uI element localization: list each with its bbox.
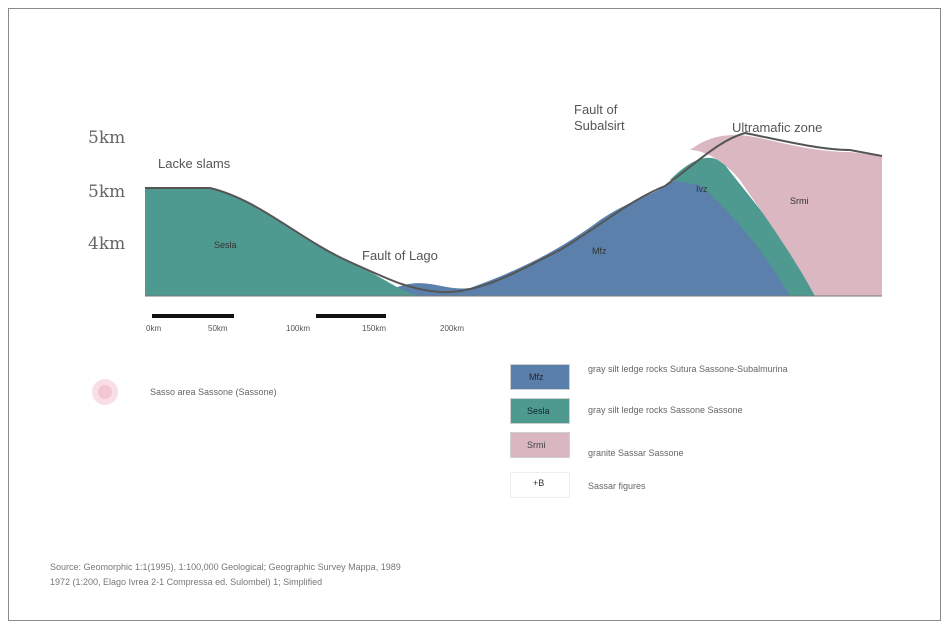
scale-tick-3: 150km (362, 324, 387, 333)
legend-swatch-blue: Mfz (510, 364, 570, 390)
unit-label-right-green: Ivz (696, 184, 708, 194)
caption-line-2: 1972 (1:200, Elago Ivrea 2-1 Compressa e… (50, 577, 323, 587)
scale-tick-0: 0km (146, 324, 162, 333)
elevation-label-1: 5km (88, 128, 126, 148)
green-left-area (145, 188, 420, 296)
scale-bar-left (152, 314, 234, 318)
surface-profile-line (145, 131, 883, 294)
legend-text-symbol: Sassar figures (588, 481, 646, 491)
unit-label-pink: Srmi (790, 196, 809, 206)
scale-tick-4: 200km (440, 324, 465, 333)
blue-unit-area (380, 178, 800, 296)
legend-text-green: gray silt ledge rocks Sassone Sassone (588, 405, 743, 415)
legend-text-blue: gray silt ledge rocks Sutura Sassone-Sub… (588, 364, 788, 374)
pink-unit-area (690, 135, 882, 296)
caption-line-1: Source: Geomorphic 1:1(1995), 1:100,000 … (50, 562, 401, 572)
legend-swatch-blue-label: Mfz (529, 372, 544, 382)
legend-swatch-symbol: +B (510, 472, 570, 498)
site-label-right: Ultramafic zone (732, 120, 823, 135)
site-label-right-top-2: Subalsirt (574, 118, 625, 133)
legend-swatch-green: Sesla (510, 398, 570, 424)
scale-bar-right (316, 314, 386, 318)
legend-text-pink: granite Sassar Sassone (588, 448, 684, 458)
legend-swatch-green-label: Sesla (527, 406, 550, 416)
site-label-right-top-1: Fault of (574, 102, 618, 117)
green-right-area (670, 157, 815, 296)
legend-swatch-pink-label: Srmi (527, 440, 546, 450)
unit-label-left-green: Sesla (214, 240, 237, 250)
scale-tick-2: 100km (286, 324, 311, 333)
unit-label-blue: Mfz (592, 246, 607, 256)
marker-legend-text: Sasso area Sassone (Sassone) (150, 387, 277, 397)
scale-tick-1: 50km (208, 324, 228, 333)
elevation-label-2: 5km (88, 182, 126, 202)
site-label-left: Lacke slams (158, 156, 231, 171)
legend-swatch-pink: Srmi (510, 432, 570, 458)
site-label-middle: Fault of Lago (362, 248, 438, 263)
elevation-label-3: 4km (88, 234, 126, 254)
legend-swatch-symbol-label: +B (533, 478, 545, 488)
